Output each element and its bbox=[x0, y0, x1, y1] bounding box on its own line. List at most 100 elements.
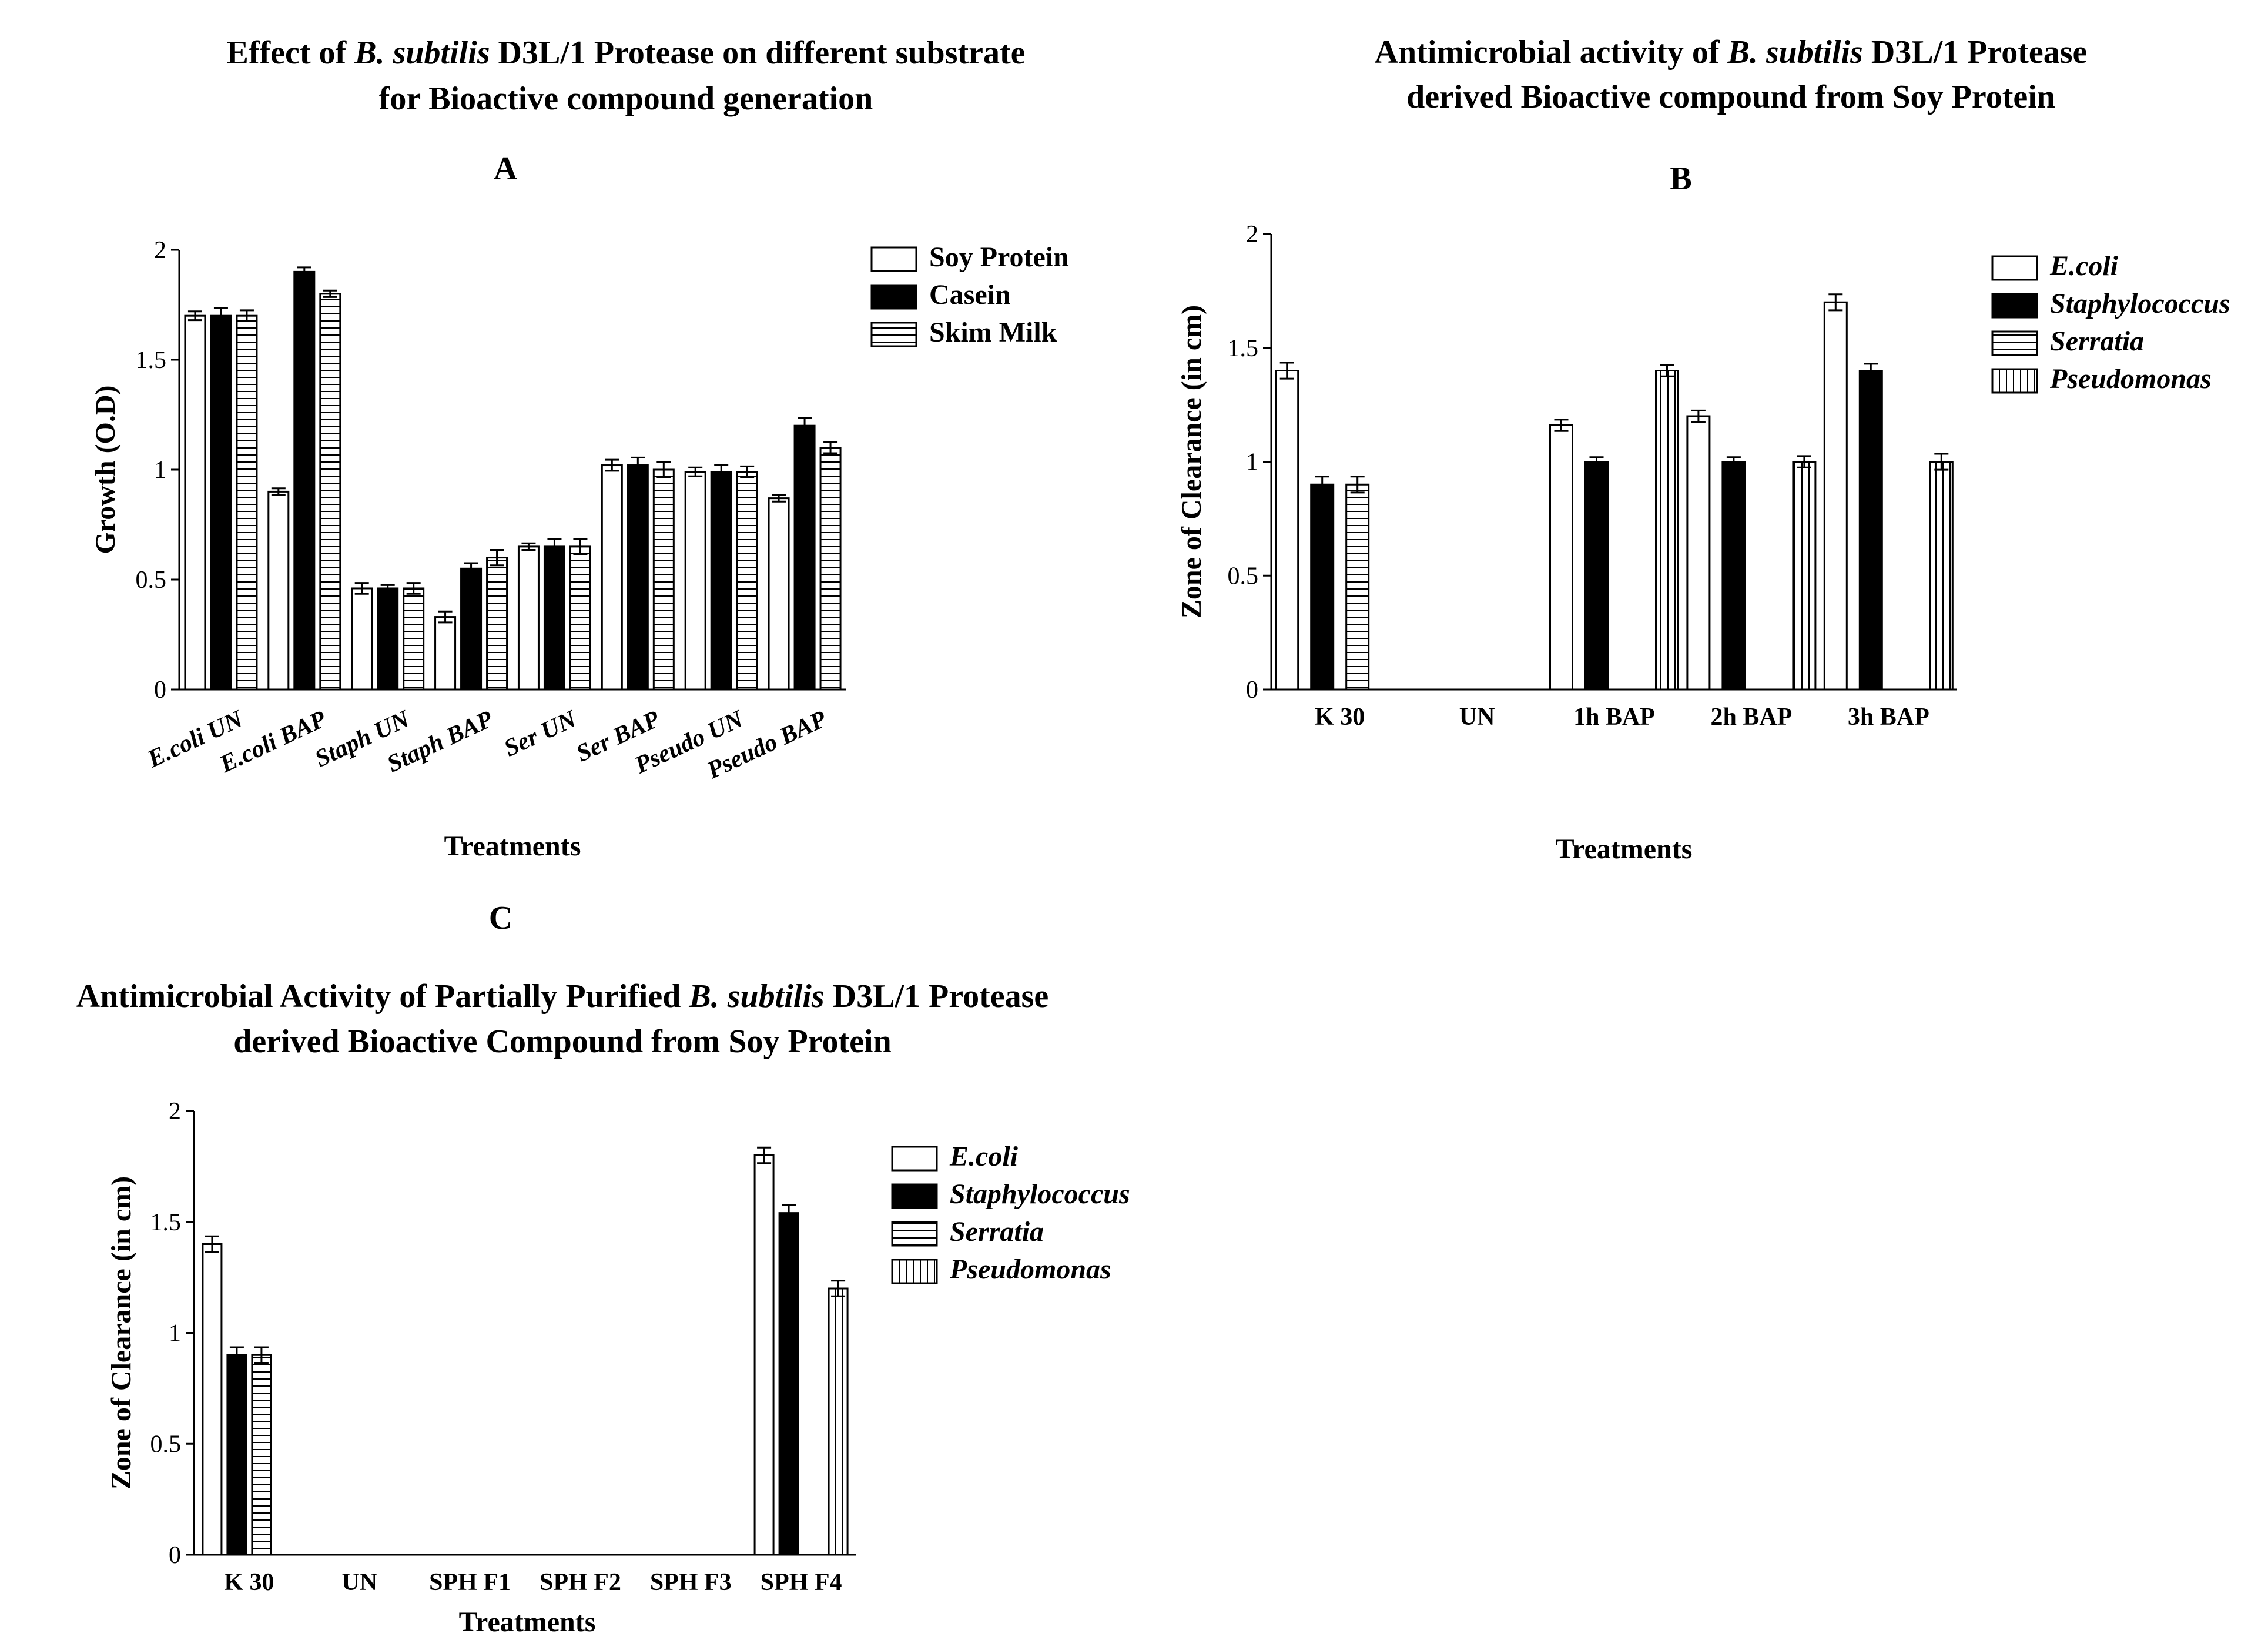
chart-title-line-1: Effect of B. subtilis D3L/1 Protease on … bbox=[227, 35, 1026, 71]
chart-title-span: B. subtilis bbox=[1727, 34, 1863, 71]
chart-title-span: Antimicrobial activity of bbox=[1375, 34, 1728, 71]
legend-swatch-serratia bbox=[891, 1221, 938, 1247]
x-tick-label-un: UN bbox=[1459, 704, 1495, 731]
legend-label-serratia: Serratia bbox=[2050, 326, 2144, 357]
legend-label-staphylococcus: Staphylococcus bbox=[950, 1179, 1130, 1210]
error-bar-pseudo-un-skim-milk bbox=[740, 465, 755, 478]
bar-2h-bap-staphylococcus bbox=[1721, 461, 1746, 691]
legend-label-pseudomonas: Pseudomonas bbox=[949, 1254, 1111, 1285]
legend-swatch-skim-milk bbox=[870, 322, 917, 347]
error-bar-ser-un-casein bbox=[547, 538, 562, 555]
error-bar-ser-bap-soy-protein bbox=[605, 458, 619, 472]
x-axis-title: Treatments bbox=[1556, 834, 1693, 865]
bar-k-30-serratia bbox=[251, 1354, 272, 1556]
bar-ser-un-skim-milk bbox=[569, 545, 591, 691]
bar-e-coli-un-skim-milk bbox=[236, 314, 258, 691]
x-tick-label-2h-bap: 2h BAP bbox=[1710, 704, 1792, 731]
y-tick-label-1-5: 1.5 bbox=[150, 1209, 182, 1236]
bar-staph-un-soy-protein bbox=[351, 587, 373, 691]
error-bar-sph-f4-e-coli bbox=[757, 1146, 772, 1164]
chart-panel-a: Effect of B. subtilis D3L/1 Protease on … bbox=[90, 35, 1069, 862]
legend-swatch-casein bbox=[870, 284, 917, 310]
bar-ser-un-soy-protein bbox=[517, 545, 540, 691]
chart-title-line-1: Antimicrobial Activity of Partially Puri… bbox=[76, 978, 1048, 1015]
bar-pseudo-bap-skim-milk bbox=[819, 447, 842, 691]
chart-title-span: derived Bioactive Compound from Soy Prot… bbox=[233, 1023, 891, 1060]
bar-e-coli-un-soy-protein bbox=[184, 314, 206, 691]
y-axis-title: Zone of Clearance (in cm) bbox=[106, 1176, 137, 1490]
bar-sph-f4-pseudomonas bbox=[828, 1287, 849, 1556]
y-tick-label-0-5: 0.5 bbox=[150, 1431, 182, 1458]
bar-pseudo-un-skim-milk bbox=[736, 471, 758, 691]
legend-label-pseudomonas: Pseudomonas bbox=[2049, 363, 2212, 394]
legend-label-skim-milk: Skim Milk bbox=[929, 317, 1057, 348]
bar-2h-bap-pseudomonas bbox=[1792, 461, 1817, 691]
chart-title-span: Antimicrobial Activity of Partially Puri… bbox=[76, 978, 689, 1015]
bar-staph-bap-soy-protein bbox=[434, 616, 457, 691]
error-bar-ser-bap-skim-milk bbox=[656, 461, 671, 478]
x-tick-label-ser-un: Ser UN bbox=[500, 705, 581, 762]
error-bar-ser-bap-casein bbox=[631, 456, 645, 474]
x-tick-label-k-30: K 30 bbox=[224, 1569, 274, 1596]
error-bar-1h-bap-pseudomonas bbox=[1660, 364, 1674, 377]
error-bar-staph-un-soy-protein bbox=[354, 582, 369, 595]
error-bar-ser-un-soy-protein bbox=[521, 542, 536, 551]
error-bar-3h-bap-e-coli bbox=[1828, 293, 1843, 312]
y-tick-label-2: 2 bbox=[1246, 221, 1258, 248]
chart-title-line-2: derived Bioactive Compound from Soy Prot… bbox=[233, 1023, 891, 1060]
chart-title-span: for Bioactive compound generation bbox=[379, 81, 873, 117]
error-bar-e-coli-un-casein bbox=[213, 307, 228, 324]
bar-k-30-serratia bbox=[1345, 483, 1370, 691]
y-tick-label-0: 0 bbox=[154, 677, 166, 704]
legend-swatch-e-coli bbox=[1991, 255, 2038, 281]
bar-3h-bap-e-coli bbox=[1823, 301, 1848, 691]
error-bar-staph-bap-soy-protein bbox=[438, 610, 453, 624]
x-tick-label-k-30: K 30 bbox=[1315, 704, 1365, 731]
x-tick-label-sph-f1: SPH F1 bbox=[429, 1569, 511, 1596]
bar-1h-bap-pseudomonas bbox=[1655, 370, 1679, 691]
error-bar-ser-un-skim-milk bbox=[573, 538, 588, 555]
y-tick-label-1-5: 1.5 bbox=[1228, 335, 1259, 362]
error-bar-3h-bap-staphylococcus bbox=[1864, 363, 1878, 379]
error-bar-2h-bap-e-coli bbox=[1691, 409, 1706, 423]
legend: Soy Protein Casein Skim Milk bbox=[870, 242, 1069, 348]
error-bar-k-30-e-coli bbox=[205, 1235, 219, 1253]
chart-title-line-2: for Bioactive compound generation bbox=[379, 81, 873, 117]
panel-letter: A bbox=[494, 150, 518, 187]
bar-e-coli-un-casein bbox=[210, 314, 232, 691]
bar-k-30-e-coli bbox=[1275, 370, 1299, 691]
y-tick-label-1: 1 bbox=[154, 457, 166, 484]
error-bar-e-coli-un-soy-protein bbox=[187, 310, 202, 322]
bar-1h-bap-staphylococcus bbox=[1584, 461, 1609, 691]
error-bar-k-30-serratia bbox=[1350, 476, 1365, 494]
error-bar-k-30-staphylococcus bbox=[1315, 476, 1329, 494]
legend-label-soy-protein: Soy Protein bbox=[929, 242, 1069, 273]
error-bar-k-30-e-coli bbox=[1279, 362, 1294, 380]
y-tick-label-2: 2 bbox=[169, 1098, 181, 1125]
error-bar-pseudo-bap-soy-protein bbox=[772, 494, 786, 503]
bar-2h-bap-e-coli bbox=[1686, 415, 1711, 691]
legend-swatch-soy-protein bbox=[870, 246, 917, 272]
x-axis-title: Treatments bbox=[459, 1606, 596, 1638]
error-bar-e-coli-un-skim-milk bbox=[239, 309, 254, 323]
bar-1h-bap-e-coli bbox=[1549, 424, 1573, 691]
bar-sph-f4-staphylococcus bbox=[778, 1212, 799, 1556]
bar-k-30-e-coli bbox=[202, 1243, 223, 1556]
y-axis-title: Growth (O.D) bbox=[90, 385, 121, 554]
error-bar-sph-f4-staphylococcus bbox=[782, 1204, 796, 1222]
chart-title-line-1: Antimicrobial activity of B. subtilis D3… bbox=[1375, 34, 2088, 71]
legend: E.coli Staphylococcus Serratia Pseudomonas bbox=[891, 1141, 1130, 1285]
y-tick-label-1: 1 bbox=[1246, 449, 1258, 476]
error-bar-k-30-serratia bbox=[254, 1346, 269, 1364]
legend-swatch-e-coli bbox=[891, 1146, 938, 1172]
chart-panel-c: Antimicrobial Activity of Partially Puri… bbox=[76, 900, 1130, 1638]
legend-label-e-coli: E.coli bbox=[2049, 250, 2119, 282]
bar-e-coli-bap-casein bbox=[293, 270, 316, 691]
chart-panel-b: Antimicrobial activity of B. subtilis D3… bbox=[1176, 34, 2230, 865]
bar-staph-un-casein bbox=[377, 587, 399, 691]
bar-e-coli-bap-soy-protein bbox=[267, 490, 290, 691]
bar-k-30-staphylococcus bbox=[226, 1354, 247, 1556]
x-tick-label-sph-f2: SPH F2 bbox=[540, 1569, 621, 1596]
y-tick-label-0-5: 0.5 bbox=[1228, 563, 1259, 590]
